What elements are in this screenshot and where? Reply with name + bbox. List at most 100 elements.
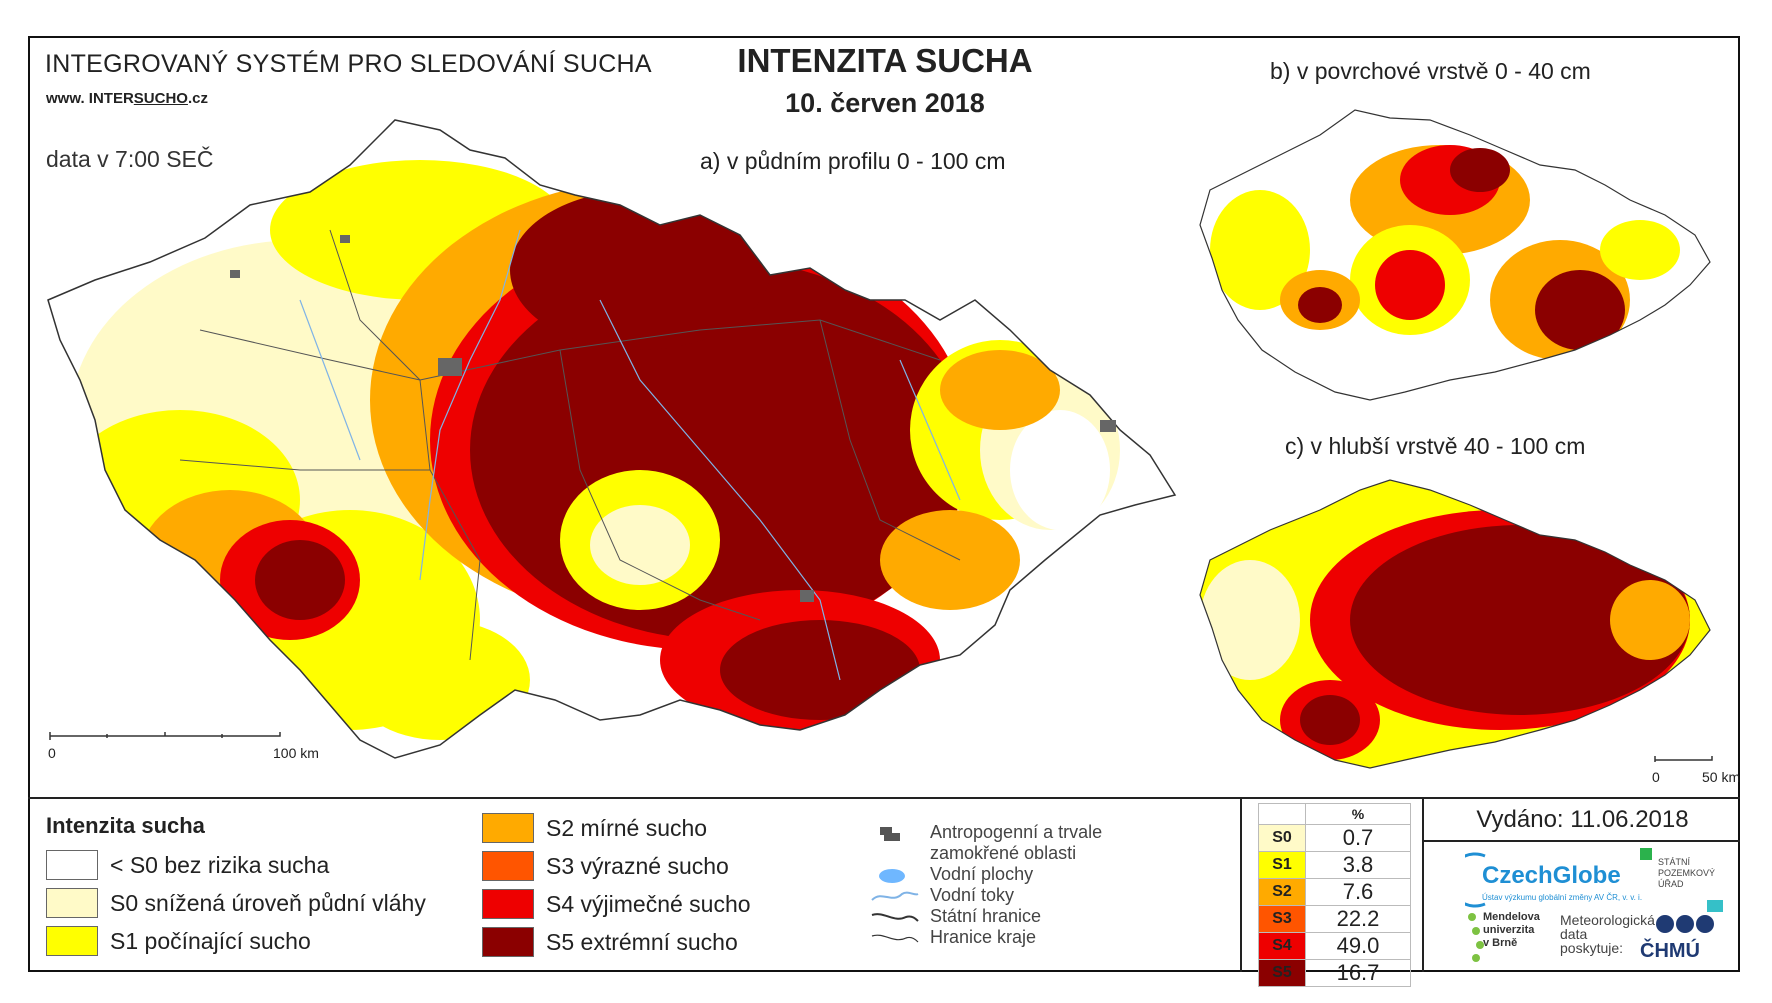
stats-code: S1: [1258, 851, 1306, 879]
stats-code: S4: [1258, 932, 1306, 960]
map-b-drought-layer: [1200, 110, 1710, 400]
legend-swatch: [482, 813, 534, 843]
scale-c-start: 0: [1652, 769, 1660, 785]
stats-header: %: [1305, 803, 1411, 825]
table-row: %: [1258, 803, 1411, 825]
legend-label: < S0 bez rizika sucha: [110, 851, 330, 878]
map-a-state-border: [47, 119, 1177, 759]
legend-item-s3: S3 výrazné sucho: [482, 851, 729, 881]
stats-value: 16.7: [1305, 959, 1411, 987]
map-a-scale-bar: [49, 732, 281, 740]
stats-value: 49.0: [1305, 932, 1411, 960]
legend-item-s5: S5 extrémní sucho: [482, 927, 738, 957]
table-row: S2 7.6: [1258, 878, 1411, 906]
legend-symbol-water: Vodní plochy: [870, 864, 1033, 885]
meteo-provider-text: Meteorologická data poskytuje:: [1560, 912, 1655, 956]
stats-value: 0.7: [1305, 824, 1411, 852]
spu-logo-icon: [1640, 848, 1652, 860]
map-a-label: a) v půdním profilu 0 - 100 cm: [700, 148, 1006, 174]
legend-swatch: [46, 888, 98, 918]
legend-symbol-label: Hranice kraje: [930, 927, 1037, 947]
map-frame: [28, 36, 1740, 972]
scale-c-end: 50 km: [1702, 769, 1741, 785]
mendel-university-logo: Mendelova univerzita v Brně: [1483, 911, 1540, 949]
legend-label: S3 výrazné sucho: [546, 852, 729, 879]
system-title: INTEGROVANÝ SYSTÉM PRO SLEDOVÁNÍ SUCHA: [45, 50, 652, 78]
state-border-icon: [871, 912, 919, 922]
table-row: S4 49.0: [1258, 932, 1411, 960]
table-row: S0 0.7: [1258, 824, 1411, 852]
czechglobe-name: CzechGlobe: [1482, 862, 1621, 889]
legend-item-below-s0: < S0 bez rizika sucha: [46, 850, 329, 880]
legend-symbol-river: Vodní toky: [870, 885, 1014, 906]
chmu-logo-icon: [1656, 915, 1714, 933]
scale-a-start: 0: [48, 745, 56, 761]
stats-header-blank: [1258, 803, 1306, 825]
stats-value: 22.2: [1305, 905, 1411, 933]
legend-swatch: [46, 850, 98, 880]
table-row: S1 3.8: [1258, 851, 1411, 879]
map-c-drought-layer: [1200, 480, 1710, 768]
map-b-state-border: [1199, 109, 1711, 401]
legend-item-s0: S0 snížená úroveň půdní vláhy: [46, 888, 426, 918]
legend-swatch: [482, 889, 534, 919]
legend-symbol-label: Vodní plochy: [930, 864, 1034, 884]
map-a-rivers: [299, 229, 961, 681]
legend-symbol-label: Vodní toky: [930, 885, 1015, 905]
map-c-label: c) v hlubší vrstvě 40 - 100 cm: [1285, 433, 1586, 459]
stats-divider-left: [1240, 797, 1242, 972]
stats-code: S3: [1258, 905, 1306, 933]
scale-a-end: 100 km: [273, 745, 319, 761]
legend-symbol-label: Antropogenní a trvale: [930, 822, 1103, 842]
mendel-dots-icon: [1468, 913, 1484, 962]
legend-swatch: [482, 851, 534, 881]
map-a-region-borders: [179, 229, 961, 661]
map-a-drought-layer: [48, 120, 1175, 758]
chmu-name: ČHMÚ: [1640, 940, 1700, 962]
legend-separator: [28, 797, 1740, 799]
map-a-urban-areas: [230, 235, 1116, 602]
system-url[interactable]: www. INTERSUCHO.cz: [46, 90, 208, 107]
main-title: INTENZITA SUCHA: [737, 42, 1033, 79]
legend-swatch: [46, 926, 98, 956]
legend-item-s1: S1 počínající sucho: [46, 926, 311, 956]
legend-item-s2: S2 mírné sucho: [482, 813, 707, 843]
legend-label: S4 výjimečné sucho: [546, 890, 751, 917]
urban-area-icon: [880, 826, 900, 841]
legend-label: S5 extrémní sucho: [546, 928, 738, 955]
legend-symbol-urban: Antropogenní a trvale: [870, 822, 1102, 843]
region-border-icon: [871, 934, 919, 942]
stats-divider-right: [1422, 797, 1424, 972]
czechglobe-logo-icon: [1465, 852, 1486, 908]
legend-title: Intenzita sucha: [46, 813, 205, 838]
stats-code: S5: [1258, 959, 1306, 987]
legend-symbol-state-border: Státní hranice: [870, 906, 1041, 927]
map-c-state-border: [1199, 479, 1711, 769]
issued-divider: [1422, 840, 1740, 842]
water-body-icon: [879, 868, 905, 883]
legend-label: S1 počínající sucho: [110, 927, 311, 954]
issued-date: Vydáno: 11.06.2018: [1476, 806, 1689, 833]
spu-logo-text: STÁTNÍ POZEMKOVÝ ÚŘAD: [1658, 857, 1716, 889]
stats-code: S2: [1258, 878, 1306, 906]
river-icon: [871, 891, 919, 901]
map-b-label: b) v povrchové vrstvě 0 - 40 cm: [1270, 58, 1591, 84]
legend-symbol-urban-2: zamokřené oblasti: [870, 843, 1076, 864]
legend-label: S2 mírné sucho: [546, 814, 708, 841]
legend-symbol-label: Státní hranice: [930, 906, 1042, 926]
data-time: data v 7:00 SEČ: [46, 146, 214, 172]
stats-value: 7.6: [1305, 878, 1411, 906]
drought-stats-table: % S0 0.7 S1 3.8 S2 7.6 S3 22.2 S4 49.0 S…: [1258, 803, 1411, 987]
table-row: S5 16.7: [1258, 959, 1411, 987]
stats-value: 3.8: [1305, 851, 1411, 879]
czechglobe-subtitle: Ústav výzkumu globální změny AV ČR, v. v…: [1482, 893, 1643, 902]
table-row: S3 22.2: [1258, 905, 1411, 933]
legend-swatch: [482, 927, 534, 957]
spu-accent-icon: [1707, 900, 1723, 912]
map-c-scale-bar: [1654, 756, 1713, 762]
legend-symbol-region-border: Hranice kraje: [870, 927, 1036, 948]
legend-item-s4: S4 výjimečné sucho: [482, 889, 751, 919]
legend-label: S0 snížená úroveň půdní vláhy: [110, 889, 426, 916]
legend-symbol-label: zamokřené oblasti: [930, 843, 1077, 863]
